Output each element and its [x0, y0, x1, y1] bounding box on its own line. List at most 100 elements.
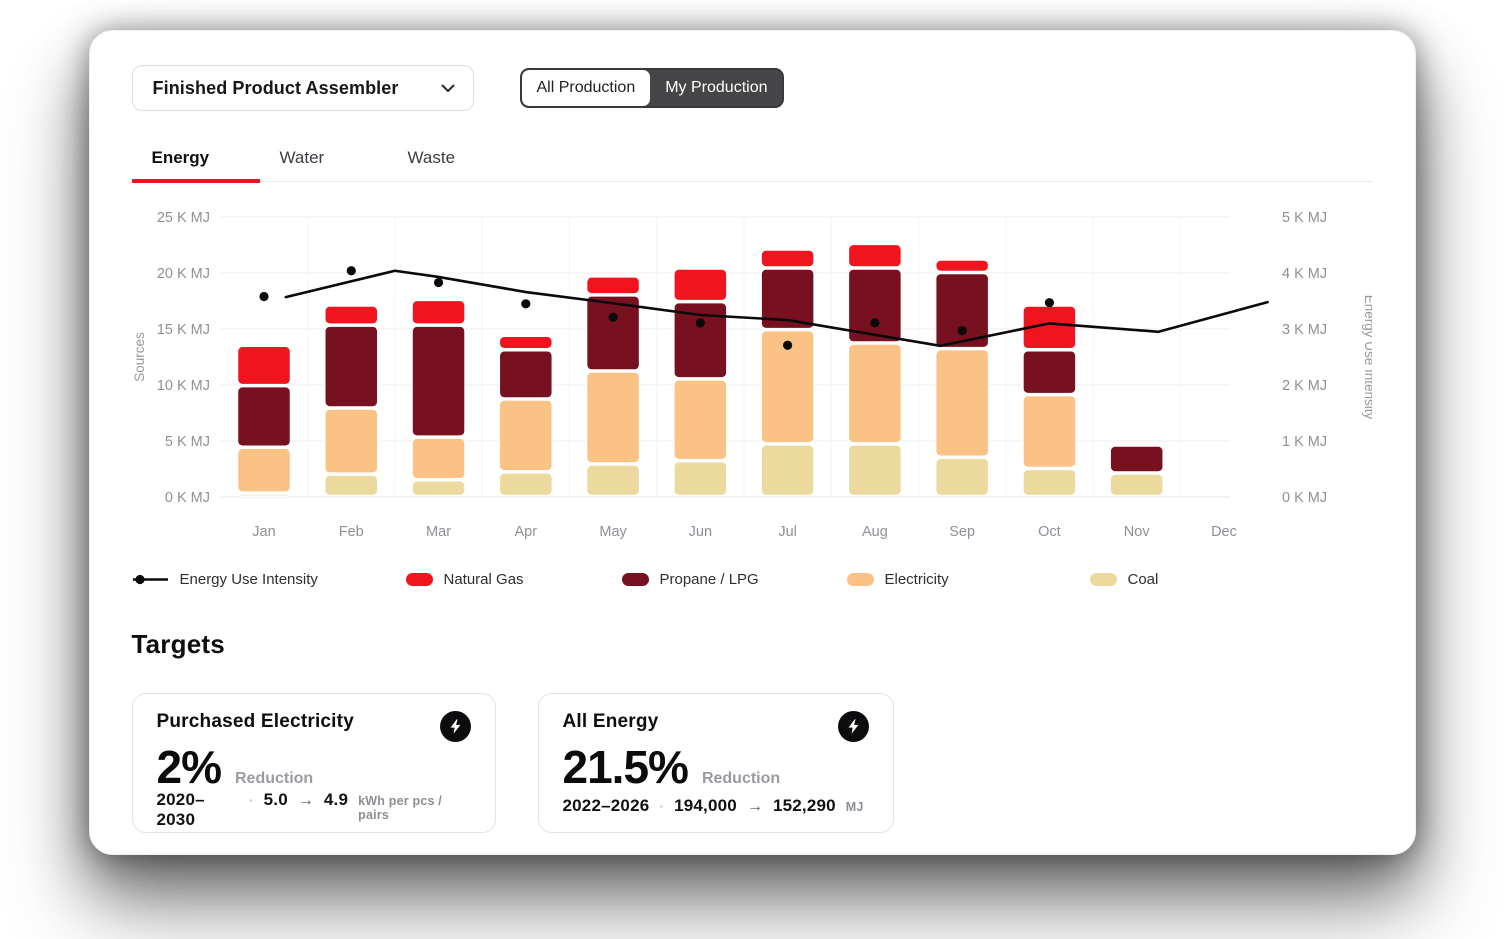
lightning-bolt-icon — [837, 711, 869, 742]
svg-text:Apr: Apr — [514, 524, 537, 540]
target-unit: kWh per pcs / pairs — [358, 794, 442, 822]
target-from-value: 5.0 — [263, 790, 288, 809]
axis-tick-labels: 25 K MJ 20 K MJ 15 K MJ 10 K MJ 5 K MJ 0 K MJ… — [156, 210, 1326, 506]
bar-segment — [847, 268, 902, 343]
chart-legend: Energy Use Intensity Natural Gas Propane… — [132, 571, 1373, 595]
bars-group — [236, 243, 1164, 497]
legend-item-natural-gas[interactable]: Natural Gas — [405, 571, 524, 588]
bar-segment — [585, 276, 640, 295]
line-dot-icon — [132, 574, 168, 585]
bar-segment — [498, 350, 553, 399]
bar-segment — [585, 371, 640, 464]
bar-segment — [672, 460, 728, 497]
bar-segment — [1021, 350, 1077, 395]
svg-text:5 K MJ: 5 K MJ — [164, 434, 209, 450]
svg-text:Aug: Aug — [861, 524, 887, 540]
legend-item-energy-use-intensity[interactable]: Energy Use Intensity — [132, 571, 318, 588]
svg-text:0 K MJ: 0 K MJ — [164, 490, 209, 506]
bar-segment — [236, 493, 291, 497]
bar-segment — [585, 295, 640, 371]
bar-segment — [323, 474, 379, 497]
target-card-title: All Energy — [562, 711, 659, 732]
tab-water[interactable]: Water — [279, 148, 325, 167]
svg-text:Mar: Mar — [426, 524, 451, 540]
bar-segment — [585, 464, 640, 497]
energy-chart-canvas[interactable]: 25 K MJ 20 K MJ 15 K MJ 10 K MJ 5 K MJ 0 K MJ… — [132, 200, 1377, 552]
eui-point — [346, 266, 356, 276]
bar-segment — [847, 243, 902, 268]
bar-segment — [759, 268, 815, 330]
bar-segment — [934, 348, 989, 458]
svg-text:Dec: Dec — [1211, 524, 1237, 540]
energy-chart[interactable]: 25 K MJ 20 K MJ 15 K MJ 10 K MJ 5 K MJ 0 K MJ… — [132, 200, 1377, 557]
eui-point — [869, 318, 879, 328]
bar-segment — [323, 325, 379, 408]
eui-point — [520, 299, 530, 309]
assembler-dropdown[interactable]: Finished Product Assembler — [131, 65, 474, 111]
svg-text:15 K MJ: 15 K MJ — [156, 322, 209, 338]
legend-item-propane-lpg[interactable]: Propane / LPG — [621, 571, 759, 588]
propane-lpg-swatch-icon — [621, 573, 649, 586]
targets-heading: Targets — [131, 629, 225, 659]
arrow-right-icon: → — [297, 792, 314, 809]
svg-text:0 K MJ: 0 K MJ — [1282, 490, 1327, 506]
svg-text:Feb: Feb — [338, 524, 363, 540]
arrow-right-icon: → — [746, 798, 763, 815]
target-period: 2022–2026 — [562, 796, 650, 815]
legend-item-coal[interactable]: Coal — [1089, 571, 1158, 588]
bar-segment — [410, 299, 466, 325]
tabs-bar: Energy Water Waste — [131, 137, 1373, 183]
coal-swatch-icon — [1089, 573, 1117, 586]
dashboard-panel: Finished Product Assembler All Productio… — [88, 30, 1416, 855]
bar-segment — [934, 259, 989, 273]
svg-text:Oct: Oct — [1038, 524, 1061, 540]
target-percent-label: Reduction — [701, 770, 781, 787]
my-production-button[interactable]: My Production — [650, 70, 782, 106]
svg-text:3 K MJ: 3 K MJ — [1282, 322, 1327, 338]
target-period: 2020–2030 — [156, 790, 205, 829]
svg-text:5 K MJ: 5 K MJ — [1282, 210, 1327, 226]
bar-segment — [236, 385, 291, 447]
bar-segment — [323, 305, 379, 325]
eui-point — [433, 277, 443, 288]
chevron-down-icon — [441, 84, 454, 92]
electricity-swatch-icon — [846, 573, 874, 586]
svg-text:4 K MJ: 4 K MJ — [1282, 266, 1327, 282]
x-axis-labels: Jan Feb Mar Apr May Jun Jul Aug Sep Oct Nov Dec — [252, 524, 1237, 540]
bar-segment — [498, 399, 553, 472]
svg-text:Nov: Nov — [1123, 524, 1150, 540]
eui-point — [1044, 298, 1054, 308]
bar-segment — [1108, 473, 1164, 497]
eui-point — [258, 291, 269, 302]
svg-text:2 K MJ: 2 K MJ — [1282, 378, 1327, 394]
svg-text:25 K MJ: 25 K MJ — [156, 210, 209, 226]
target-unit: MJ — [845, 800, 864, 814]
natural-gas-swatch-icon — [405, 573, 433, 586]
separator-dot: · — [248, 792, 254, 808]
bar-segment — [847, 444, 902, 497]
eui-line — [284, 269, 1269, 348]
bar-segment — [1021, 468, 1077, 497]
target-to-value: 4.9 — [323, 790, 349, 809]
bar-segment — [672, 268, 728, 302]
svg-text:1 K MJ: 1 K MJ — [1282, 434, 1327, 450]
tab-waste[interactable]: Waste — [407, 148, 456, 167]
target-card-purchased-electricity: Purchased Electricity 2% Reduction 2020–… — [131, 693, 496, 833]
bar-segment — [672, 301, 728, 379]
bar-segment — [323, 408, 379, 474]
bar-segment — [236, 345, 291, 386]
svg-text:Sources: Sources — [132, 332, 147, 382]
all-production-button[interactable]: All Production — [521, 70, 651, 106]
production-toggle: All Production My Production — [519, 68, 785, 108]
target-to-value: 152,290 — [772, 796, 836, 815]
eui-point — [782, 340, 792, 350]
tab-energy[interactable]: Energy — [131, 137, 260, 183]
svg-text:10 K MJ: 10 K MJ — [156, 378, 209, 394]
legend-item-electricity[interactable]: Electricity — [846, 571, 949, 588]
target-percent: 2% — [156, 741, 222, 793]
svg-text:20 K MJ: 20 K MJ — [156, 266, 209, 282]
separator-dot: · — [659, 798, 665, 814]
target-from-value: 194,000 — [674, 796, 737, 815]
svg-text:Energy Use Intensity: Energy Use Intensity — [1362, 295, 1372, 420]
bar-segment — [672, 379, 728, 461]
